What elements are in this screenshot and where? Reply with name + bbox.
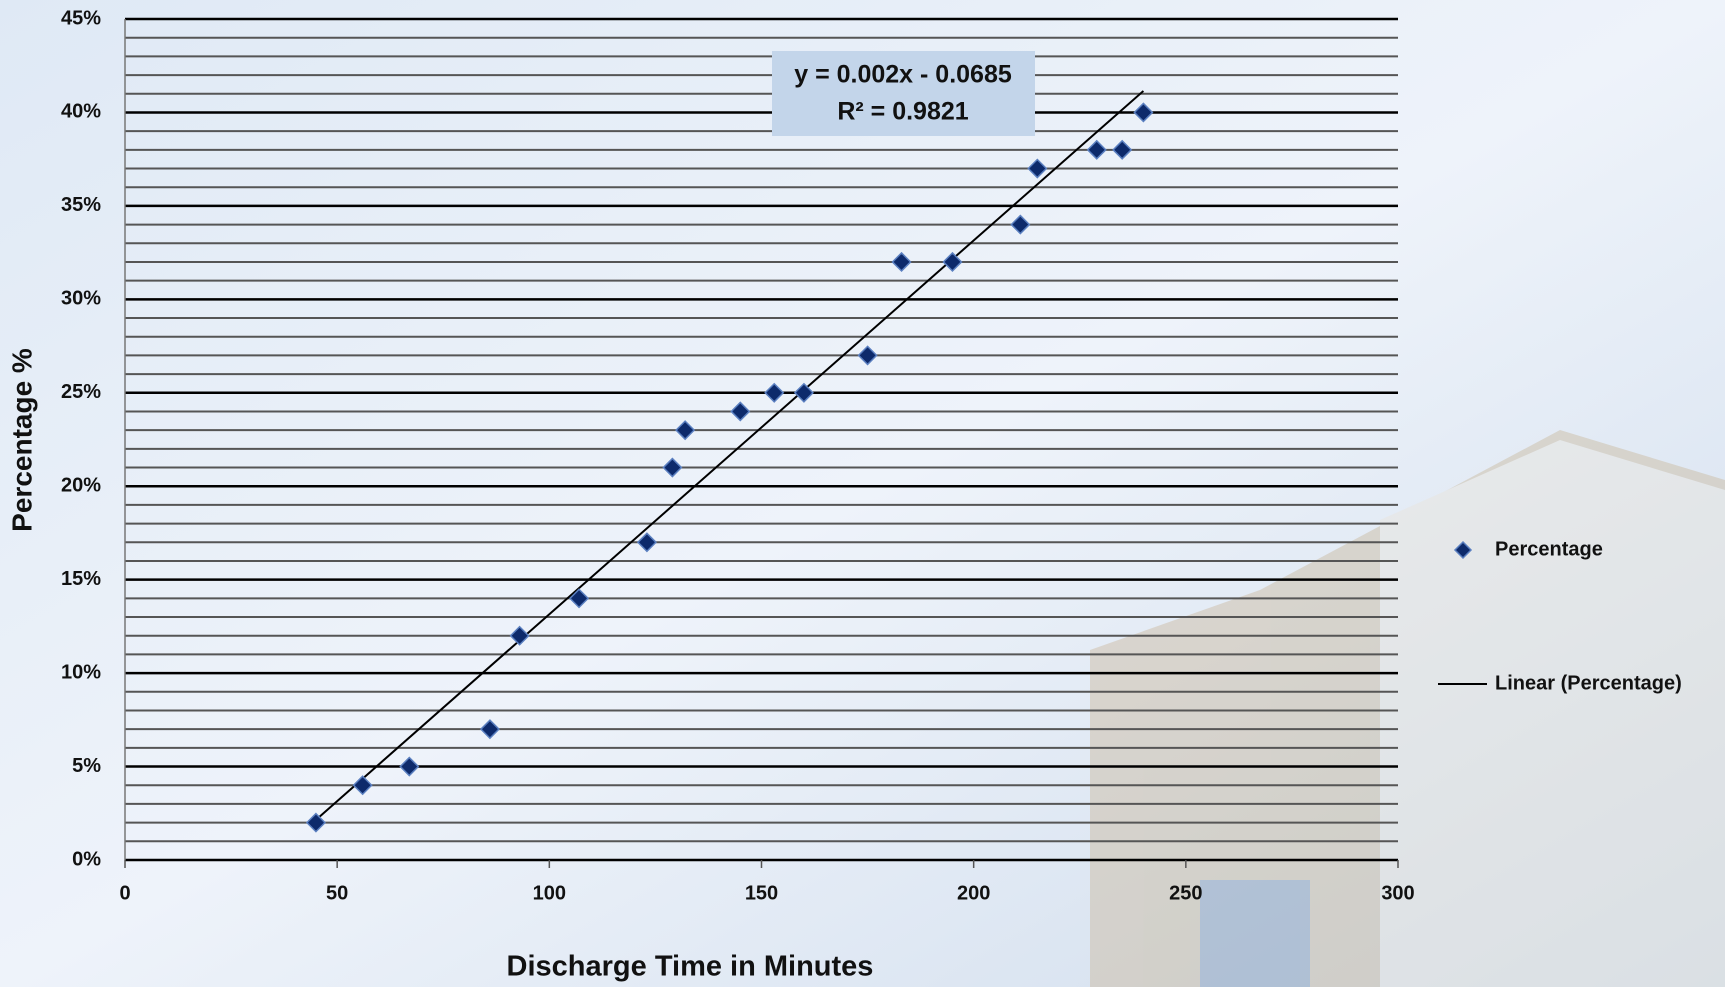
y-tick-label: 30% (61, 288, 101, 310)
legend-label: Linear (Percentage) (1495, 672, 1682, 694)
y-tick-label: 20% (61, 475, 101, 497)
equation-text: R² = 0.9821 (837, 98, 968, 126)
y-axis-title: Percentage % (6, 348, 37, 532)
x-tick-label: 300 (1381, 882, 1414, 904)
x-axis-title: Discharge Time in Minutes (507, 951, 874, 983)
y-tick-label: 0% (72, 848, 101, 870)
x-tick-label: 0 (119, 882, 130, 904)
y-tick-label: 40% (61, 101, 101, 123)
y-tick-label: 5% (72, 755, 101, 777)
x-tick-label: 100 (533, 882, 566, 904)
x-tick-label: 200 (957, 882, 990, 904)
y-tick-label: 45% (61, 7, 101, 29)
x-tick-label: 150 (745, 882, 778, 904)
x-tick-label: 250 (1169, 882, 1202, 904)
chart: Percentage % Discharge Time in Minutes 0… (0, 0, 1725, 987)
y-tick-label: 35% (61, 194, 101, 216)
legend-label: Percentage (1495, 538, 1603, 560)
x-tick-label: 50 (326, 882, 348, 904)
y-tick-label: 15% (61, 568, 101, 590)
equation-text: y = 0.002x - 0.0685 (794, 61, 1012, 89)
y-tick-label: 25% (61, 381, 101, 403)
y-tick-label: 10% (61, 661, 101, 683)
page: Percentage % Discharge Time in Minutes 0… (0, 0, 1725, 987)
